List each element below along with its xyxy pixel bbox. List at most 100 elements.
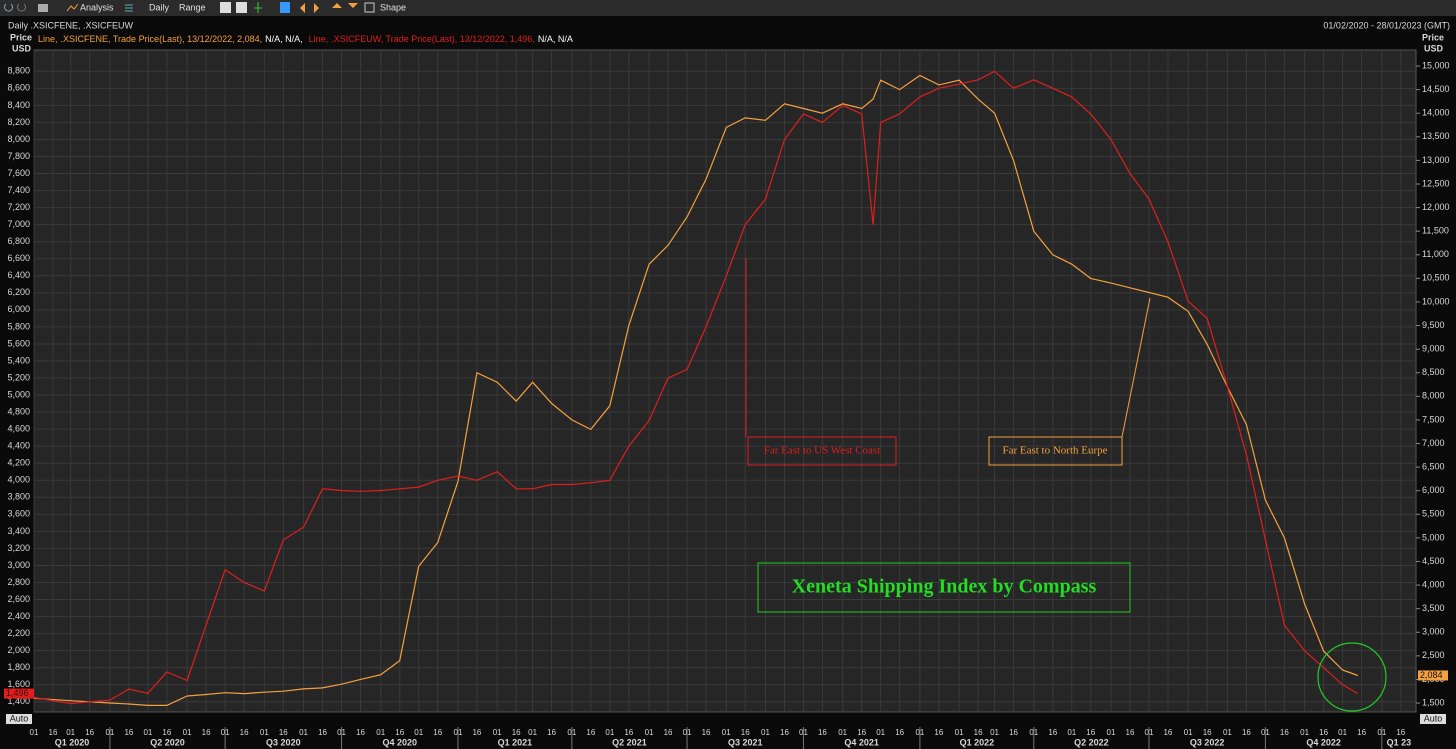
- legend-text: .XSICFENE: [61, 34, 109, 44]
- x-tick-label: 16: [202, 728, 211, 737]
- auto-label[interactable]: Auto: [1424, 713, 1443, 723]
- series-line: [33, 74, 1359, 706]
- y2-tick-label: 4,500: [1422, 556, 1445, 566]
- x-tick-label: 16: [586, 728, 595, 737]
- x-tick-label: 16: [279, 728, 288, 737]
- y-axis-title: Price: [10, 32, 32, 42]
- x-tick-label: 16: [1280, 728, 1289, 737]
- x-tick-label: 16: [1163, 728, 1172, 737]
- y2-tick-label: 3,000: [1422, 627, 1445, 637]
- auto-button[interactable]: [1420, 714, 1446, 724]
- x-tick-label: 16: [512, 728, 521, 737]
- y2-tick-label: 13,500: [1422, 131, 1450, 141]
- x-tick-label: 16: [895, 728, 904, 737]
- quarter-label: Q3 2021: [728, 737, 763, 747]
- x-tick-label: 16: [49, 728, 58, 737]
- analysis-icon[interactable]: [66, 3, 79, 12]
- x-tick-label: 16: [162, 728, 171, 737]
- y2-tick-label: 2,500: [1422, 650, 1445, 660]
- auto-button[interactable]: [6, 714, 32, 724]
- y-tick-label: 3,400: [7, 526, 30, 536]
- y-tick-label: 6,600: [7, 253, 30, 263]
- annotation-pointer: [1121, 297, 1151, 438]
- y2-tick-label: 11,500: [1422, 226, 1449, 236]
- x-tick-label: 01: [143, 728, 152, 737]
- x-tick-label: 01: [1067, 728, 1076, 737]
- y2-tick-label: 12,500: [1422, 178, 1450, 188]
- x-tick-label: 16: [974, 728, 983, 737]
- y-tick-label: 5,200: [7, 372, 30, 382]
- x-tick-label: 01: [1107, 728, 1116, 737]
- y-axis-title: USD: [12, 43, 32, 53]
- x-tick-label: 16: [1048, 728, 1057, 737]
- quarter-label: Q4 2022: [1306, 737, 1341, 747]
- x-tick-label: 16: [1009, 728, 1018, 737]
- toolbar-item[interactable]: Shape: [380, 2, 406, 12]
- legend: Line, .XSICFENE, Trade Price(Last), 13/12…: [38, 34, 573, 44]
- y2-tick-label: 9,000: [1422, 344, 1445, 354]
- series-line: [33, 70, 1359, 705]
- quarter-label: Q3 2022: [1190, 737, 1225, 747]
- y-tick-label: 7,800: [7, 151, 30, 161]
- quarter-label: Q2 2020: [150, 737, 185, 747]
- quarter-label: Q1 2022: [960, 737, 995, 747]
- x-tick-label: 16: [85, 728, 94, 737]
- legend: Line, .XSICFENE, Trade Price(Last), 13/12…: [38, 34, 573, 44]
- y2-tick-label: 6,500: [1422, 461, 1445, 471]
- chart-icon[interactable]: [236, 2, 247, 13]
- x-tick-label: 16: [1126, 728, 1135, 737]
- x-tick-label: 16: [124, 728, 133, 737]
- toolbar-bg: [0, 0, 1456, 16]
- y-tick-label: 1,400: [7, 696, 30, 706]
- y2-tick-label: 5,000: [1422, 532, 1445, 542]
- toolbar-item[interactable]: Daily: [149, 2, 170, 12]
- last-value-label: 2,084: [1420, 670, 1443, 680]
- x-tick-label: 16: [741, 728, 750, 737]
- y-tick-label: 2,000: [7, 645, 30, 655]
- x-tick-label: 01: [66, 728, 75, 737]
- shape-icon[interactable]: [364, 2, 375, 13]
- chart-icon[interactable]: [220, 2, 231, 13]
- undo-icon[interactable]: [4, 3, 13, 12]
- y-tick-label: 4,600: [7, 424, 30, 434]
- quarter-label: Q2 2022: [1074, 737, 1109, 747]
- x-tick-label: 01: [260, 728, 269, 737]
- y2-tick-label: 7,500: [1422, 414, 1445, 424]
- quarter-label: Q2 2021: [612, 737, 647, 747]
- y2-tick-label: 13,000: [1422, 155, 1450, 165]
- x-tick-label: 16: [1357, 728, 1366, 737]
- redo-icon[interactable]: [17, 3, 26, 12]
- last-value-tag: [4, 688, 34, 699]
- x-tick-label: 01: [414, 728, 423, 737]
- legend-text: .XSICFEUW: [331, 34, 382, 44]
- y-tick-label: 8,400: [7, 100, 30, 110]
- x-tick-label: 01: [645, 728, 654, 737]
- x-tick-label: 16: [780, 728, 789, 737]
- y-tick-label: 2,200: [7, 628, 30, 638]
- x-tick-label: 01: [605, 728, 614, 737]
- crosshair-icon[interactable]: [254, 2, 262, 13]
- y2-tick-label: 8,000: [1422, 391, 1445, 401]
- y-tick-label: 1,800: [7, 662, 30, 672]
- toolbar-item[interactable]: Range: [179, 2, 206, 12]
- x-tick-label: 16: [1319, 728, 1328, 737]
- x-tick-label: 16: [934, 728, 943, 737]
- y-tick-label: 3,000: [7, 560, 30, 570]
- quarter-label: Q1 23: [1387, 737, 1412, 747]
- y-tick-label: 4,800: [7, 406, 30, 416]
- last-value-label: 1,496: [6, 688, 29, 698]
- annotation-box: [988, 436, 1123, 466]
- folder-icon[interactable]: [38, 4, 48, 12]
- legend-text: , Trade Price(Last), 13/12/2022, 2,084,: [108, 34, 262, 44]
- toolbar-item[interactable]: Analysis: [80, 2, 114, 12]
- x-tick-label: 01: [1338, 728, 1347, 737]
- layout-icon[interactable]: [280, 2, 290, 13]
- x-tick-label: 01: [376, 728, 385, 737]
- x-tick-label: 16: [433, 728, 442, 737]
- nav-icons[interactable]: [300, 3, 358, 13]
- interval-icon[interactable]: [125, 4, 133, 12]
- y2-axis-title: Price: [1422, 32, 1444, 42]
- y2-tick-label: 6,000: [1422, 485, 1445, 495]
- auto-label[interactable]: Auto: [10, 713, 29, 723]
- x-tick-label: 01: [722, 728, 731, 737]
